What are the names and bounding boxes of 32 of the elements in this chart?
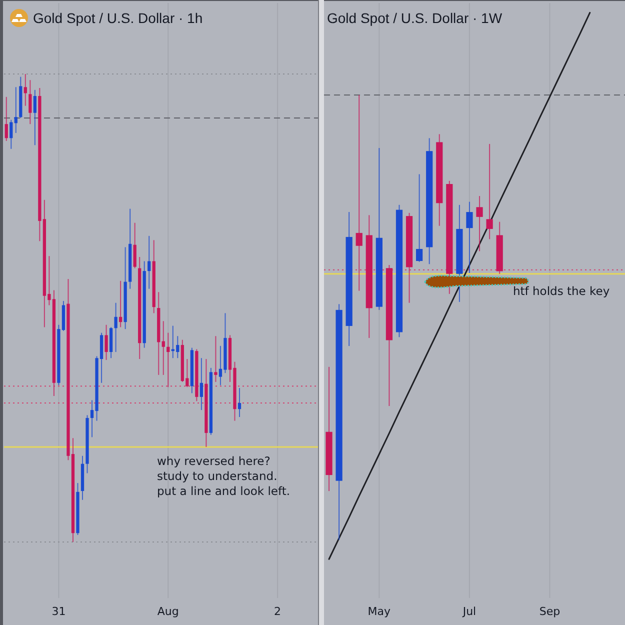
annotation: htf holds the key — [513, 284, 610, 298]
x-tick-label: May — [368, 605, 392, 618]
candlestick — [416, 174, 423, 262]
x-tick-label: 31 — [52, 605, 66, 618]
candlestick — [33, 89, 36, 146]
x-tick-label: Aug — [157, 605, 179, 618]
candlestick — [4, 96, 8, 142]
candlestick — [238, 388, 242, 418]
x-tick-label: Jul — [462, 605, 476, 618]
candlestick — [214, 336, 218, 382]
x-tick-label: 2 — [274, 605, 282, 618]
candlestick — [466, 201, 473, 274]
candlestick — [162, 320, 165, 376]
candlestick — [476, 196, 483, 252]
annotation: why reversed here? study to understand. put a line and look left. — [157, 454, 290, 498]
candlestick — [200, 358, 204, 411]
chart-title: Gold Spot / U.S. Dollar · 1W — [327, 10, 503, 26]
candlestick — [356, 94, 362, 292]
candlestick — [14, 86, 18, 134]
candlestick — [166, 332, 170, 388]
x-tick-label: Sep — [539, 605, 560, 618]
candlestick — [118, 280, 122, 328]
chart-title: Gold Spot / U.S. Dollar · 1h — [33, 10, 203, 26]
candlestick — [28, 80, 32, 125]
candlestick — [109, 326, 113, 359]
candlestick — [10, 119, 13, 150]
candlestick — [114, 302, 118, 352]
candlestick — [148, 235, 151, 290]
candlestick — [486, 143, 493, 240]
candlestick — [133, 222, 136, 269]
candlestick — [104, 324, 108, 360]
candlestick — [24, 74, 27, 106]
